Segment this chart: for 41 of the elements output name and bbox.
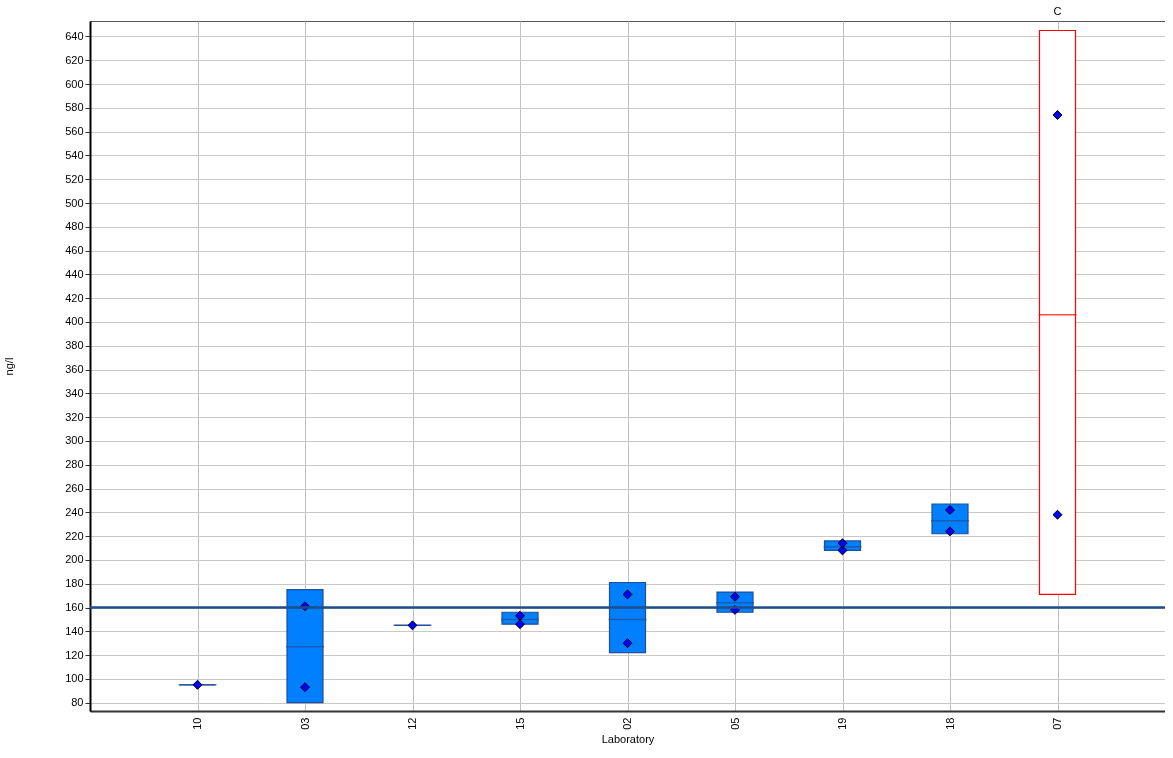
y-tick-label: 480 (65, 220, 84, 233)
y-tick-label: 300 (65, 434, 84, 447)
x-tick-label: 10 (191, 717, 203, 730)
y-tick-label: 620 (65, 53, 84, 66)
y-tick-label: 540 (65, 148, 84, 161)
y-tick-label: 180 (65, 577, 84, 590)
y-tick-label: 440 (65, 267, 84, 280)
y-tick-label: 240 (65, 505, 84, 518)
y-tick-label: 520 (65, 172, 84, 185)
x-tick-label: 07 (1051, 717, 1063, 730)
y-tick-label: 320 (65, 410, 84, 423)
y-tick-label: 80 (71, 696, 84, 709)
y-tick-label: 200 (65, 553, 84, 566)
y-tick-label: 160 (65, 601, 84, 613)
text: C (1053, 5, 1062, 17)
y-tick-label: 640 (65, 29, 84, 42)
x-tick-label: 12 (406, 717, 418, 730)
y-tick-label: 500 (65, 196, 84, 209)
y-tick-label: 140 (65, 624, 84, 637)
y-tick-label: 360 (65, 363, 84, 376)
y-tick-label: 280 (65, 458, 84, 471)
x-axis-title: Laboratory (601, 732, 655, 745)
y-axis-title: ng/l (3, 357, 16, 376)
x-tick-label: 18 (943, 717, 956, 730)
x-tick-label: 05 (728, 717, 741, 730)
x-tick-label: 02 (621, 717, 633, 730)
y-tick-label: 260 (65, 482, 84, 495)
x-tick-label: 19 (836, 717, 848, 730)
y-tick-label: 460 (65, 244, 84, 257)
y-tick-label: 600 (65, 77, 84, 90)
y-tick-label: 420 (65, 291, 84, 304)
y-tick-label: 580 (65, 101, 84, 114)
x-tick-label: 03 (298, 717, 311, 730)
y-tick-label: 380 (65, 339, 84, 352)
y-tick-label: 400 (65, 315, 84, 328)
y-tick-label: 340 (65, 386, 84, 399)
y-tick-label: 120 (65, 648, 84, 661)
y-tick-label: 100 (65, 672, 84, 685)
x-tick-label: 15 (513, 717, 526, 730)
y-tick-label: 220 (65, 529, 84, 542)
y-tick-label: 560 (65, 125, 84, 138)
